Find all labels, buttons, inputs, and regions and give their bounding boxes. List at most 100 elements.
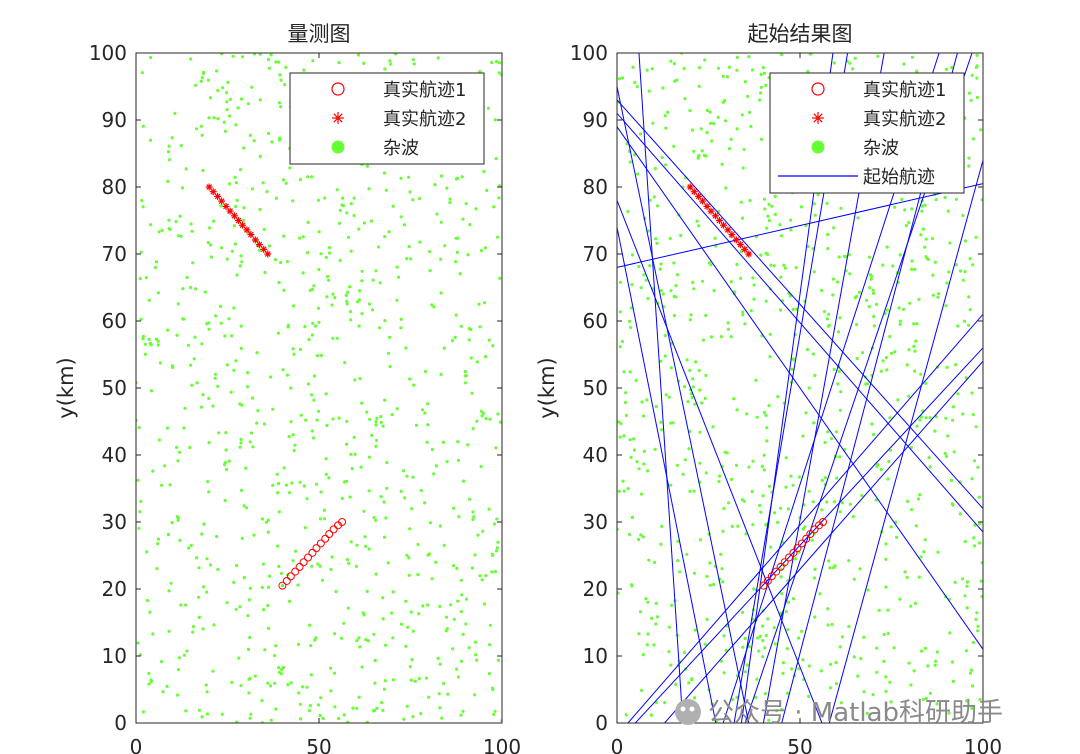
legend-item: 真实航迹2 — [332, 109, 466, 130]
clutter-point — [923, 203, 927, 207]
clutter-point — [349, 540, 353, 544]
clutter-point — [744, 532, 748, 536]
clutter-point — [807, 664, 811, 668]
clutter-point — [324, 392, 328, 396]
clutter-point — [806, 244, 810, 249]
clutter-point — [879, 467, 883, 472]
clutter-point — [409, 257, 413, 261]
clutter-point — [639, 286, 643, 290]
clutter-point — [943, 195, 947, 200]
clutter-point — [647, 558, 651, 562]
clutter-point — [355, 543, 359, 547]
clutter-point — [186, 343, 191, 347]
clutter-point — [296, 642, 301, 647]
clutter-point — [487, 338, 491, 342]
track2-point — [251, 236, 259, 244]
clutter-point — [387, 351, 391, 355]
clutter-point — [739, 249, 744, 254]
clutter-point — [201, 627, 205, 631]
clutter-point — [192, 357, 196, 361]
clutter-point — [459, 610, 463, 614]
clutter-point — [414, 423, 419, 427]
clutter-point — [660, 524, 664, 529]
clutter-point — [869, 277, 873, 281]
clutter-point — [669, 289, 673, 293]
clutter-point — [258, 154, 262, 159]
clutter-point — [316, 306, 321, 310]
clutter-point — [907, 348, 911, 352]
clutter-point — [360, 312, 364, 316]
clutter-point — [264, 520, 268, 524]
clutter-point — [277, 666, 281, 670]
clutter-point — [404, 346, 408, 350]
clutter-point — [189, 222, 193, 226]
clutter-point — [255, 351, 259, 355]
clutter-point — [759, 85, 763, 89]
clutter-point — [389, 62, 393, 66]
clutter-point — [156, 537, 161, 541]
clutter-point — [274, 196, 279, 200]
clutter-point — [450, 339, 455, 343]
clutter-point — [934, 415, 939, 419]
clutter-point — [357, 227, 361, 231]
clutter-point — [478, 325, 482, 329]
clutter-point — [705, 574, 709, 579]
clutter-point — [307, 337, 311, 342]
watermark-text: 公众号 · Matlab科研助手 — [708, 698, 1003, 728]
clutter-point — [262, 227, 266, 231]
clutter-point — [826, 324, 831, 328]
clutter-point — [341, 204, 345, 208]
clutter-point — [811, 500, 815, 504]
clutter-point — [248, 586, 252, 591]
clutter-point — [402, 717, 406, 721]
clutter-point — [740, 498, 745, 502]
clutter-point — [813, 373, 817, 378]
clutter-point — [651, 121, 655, 125]
clutter-point — [222, 120, 226, 124]
clutter-point — [968, 257, 972, 261]
clutter-point — [245, 385, 250, 389]
clutter-point — [884, 557, 888, 562]
clutter-point — [858, 290, 862, 294]
clutter-point — [388, 59, 392, 63]
clutter-point — [181, 287, 185, 291]
clutter-point — [474, 653, 478, 657]
clutter-point — [705, 108, 710, 113]
clutter-point — [156, 542, 160, 546]
clutter-point — [773, 194, 777, 198]
clutter-point — [789, 474, 793, 478]
track2-point — [695, 192, 703, 200]
clutter-point — [306, 251, 310, 255]
clutter-point — [411, 58, 415, 62]
clutter-point — [689, 313, 693, 317]
clutter-point — [979, 579, 983, 583]
clutter-point — [223, 461, 227, 465]
x-tick-label: 50 — [306, 735, 331, 754]
clutter-point — [143, 352, 147, 356]
clutter-point — [931, 273, 935, 277]
clutter-point — [408, 665, 412, 669]
clutter-point — [784, 456, 788, 460]
clutter-point — [685, 358, 689, 362]
clutter-point — [954, 263, 958, 267]
clutter-point — [864, 298, 869, 302]
clutter-point — [888, 680, 892, 684]
clutter-point — [459, 713, 463, 717]
clutter-point — [498, 276, 502, 280]
clutter-point — [246, 371, 250, 375]
clutter-point — [654, 237, 658, 241]
clutter-point — [622, 489, 626, 493]
track1-point — [806, 530, 815, 539]
clutter-point — [709, 335, 714, 339]
clutter-point — [310, 429, 314, 433]
clutter-point — [847, 624, 851, 629]
clutter-point — [277, 60, 281, 64]
clutter-point — [346, 606, 350, 610]
clutter-point — [686, 400, 690, 404]
clutter-point — [170, 136, 174, 140]
clutter-point — [976, 624, 980, 628]
clutter-point — [722, 634, 726, 638]
clutter-point — [197, 615, 201, 620]
